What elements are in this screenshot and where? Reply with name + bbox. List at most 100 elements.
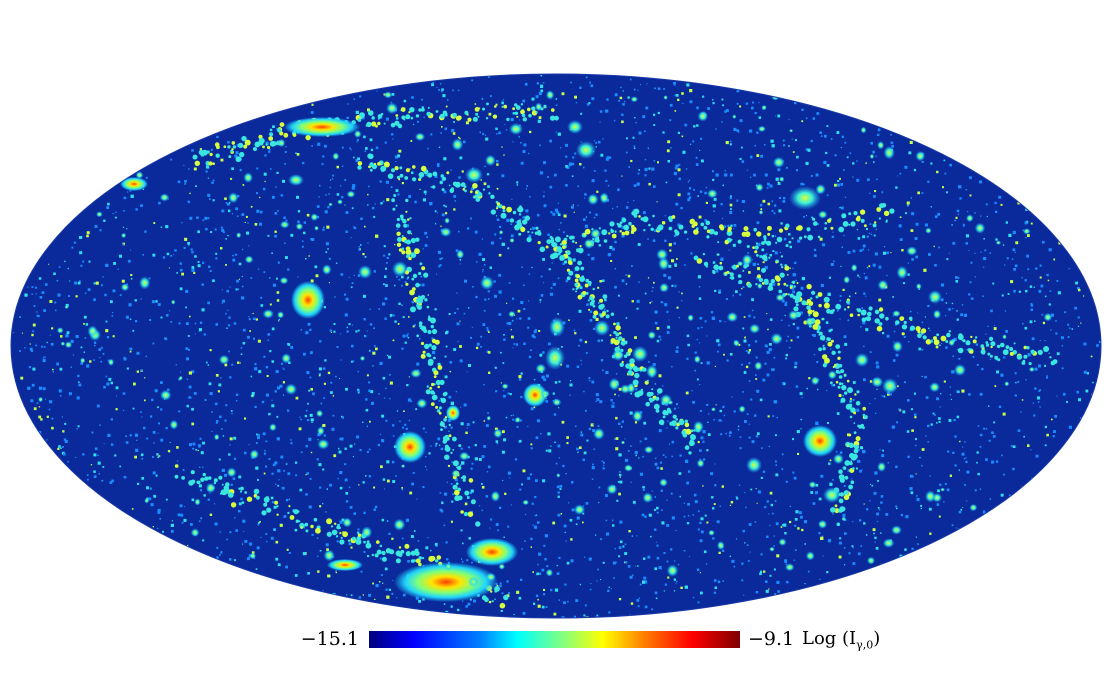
- filament-dot: [415, 237, 420, 242]
- speckle: [952, 451, 955, 454]
- speckle: [509, 393, 512, 396]
- speckle: [541, 375, 545, 379]
- speckle: [596, 398, 600, 401]
- speckle: [965, 189, 967, 191]
- speckle: [1002, 244, 1005, 246]
- speckle: [654, 321, 658, 325]
- filament-dot: [860, 423, 864, 428]
- speckle: [508, 282, 511, 284]
- speckle: [806, 215, 807, 217]
- speckle: [609, 245, 613, 249]
- speckle: [75, 456, 77, 458]
- speckle: [627, 274, 631, 278]
- speckle: [437, 164, 440, 167]
- filament-dot: [638, 215, 641, 218]
- speckle: [204, 216, 208, 220]
- speckle: [706, 403, 709, 406]
- speckle: [714, 289, 717, 292]
- speckle: [907, 399, 910, 402]
- speckle: [531, 266, 533, 269]
- speckle: [596, 614, 599, 617]
- speckle: [757, 267, 760, 271]
- speckle: [915, 444, 917, 447]
- speckle: [852, 547, 854, 549]
- speckle: [774, 500, 777, 502]
- speckle: [214, 522, 218, 526]
- speckle: [397, 193, 400, 196]
- speckle: [884, 246, 886, 248]
- speckle: [530, 546, 532, 548]
- speckle: [212, 179, 215, 182]
- speckle: [944, 483, 947, 485]
- speckle: [991, 460, 995, 464]
- filament-dot: [474, 107, 480, 112]
- speckle: [276, 277, 278, 280]
- speckle: [703, 458, 706, 461]
- speckle: [938, 515, 941, 518]
- speckle: [644, 174, 647, 177]
- filament-dot: [823, 302, 830, 309]
- speckle: [635, 565, 637, 567]
- filament-dot: [502, 209, 506, 213]
- speckle: [30, 399, 34, 403]
- speckle: [444, 113, 448, 117]
- speckle: [550, 445, 552, 447]
- speckle: [149, 319, 152, 321]
- speckle: [696, 378, 699, 381]
- speckle: [259, 196, 261, 199]
- filament-dot: [878, 307, 884, 312]
- speckle: [863, 345, 865, 347]
- speckle: [520, 161, 524, 165]
- speckle: [213, 503, 216, 505]
- speckle: [539, 144, 541, 147]
- speckle: [843, 547, 846, 549]
- speckle: [237, 194, 240, 198]
- speckle: [1027, 268, 1030, 271]
- speckle: [856, 160, 858, 162]
- speckle: [867, 249, 870, 251]
- speckle: [1044, 444, 1047, 447]
- speckle: [989, 252, 991, 254]
- speckle: [423, 116, 425, 118]
- speckle: [512, 347, 514, 349]
- speckle: [162, 530, 164, 533]
- speckle: [789, 267, 791, 269]
- speckle: [699, 521, 702, 524]
- speckle: [176, 272, 178, 274]
- filament-dot: [237, 142, 244, 149]
- filament-dot: [410, 237, 416, 244]
- filament-dot: [462, 478, 466, 482]
- speckle: [616, 206, 618, 208]
- speckle: [578, 284, 582, 287]
- speckle: [191, 498, 195, 502]
- filament-dot: [377, 117, 380, 120]
- speckle: [540, 433, 542, 435]
- speckle: [837, 310, 839, 312]
- speckle: [876, 521, 878, 523]
- speckle: [785, 357, 787, 360]
- speckle: [662, 385, 664, 387]
- speckle: [777, 182, 781, 185]
- speckle: [661, 521, 665, 525]
- speckle: [112, 335, 115, 338]
- speckle: [751, 440, 755, 444]
- speckle: [634, 117, 636, 119]
- speckle: [842, 394, 844, 397]
- speckle: [735, 495, 738, 498]
- speckle: [913, 392, 916, 395]
- speckle: [747, 560, 750, 562]
- speckle: [704, 191, 707, 195]
- speckle: [261, 400, 265, 404]
- speckle: [877, 133, 880, 136]
- speckle: [217, 390, 220, 393]
- speckle: [443, 603, 446, 605]
- speckle: [263, 355, 266, 358]
- speckle: [165, 498, 168, 501]
- speckle: [396, 228, 398, 230]
- filament-dot: [457, 115, 462, 120]
- speckle: [123, 409, 125, 411]
- speckle: [559, 485, 563, 488]
- speckle: [406, 278, 409, 280]
- filament-dot: [754, 250, 758, 254]
